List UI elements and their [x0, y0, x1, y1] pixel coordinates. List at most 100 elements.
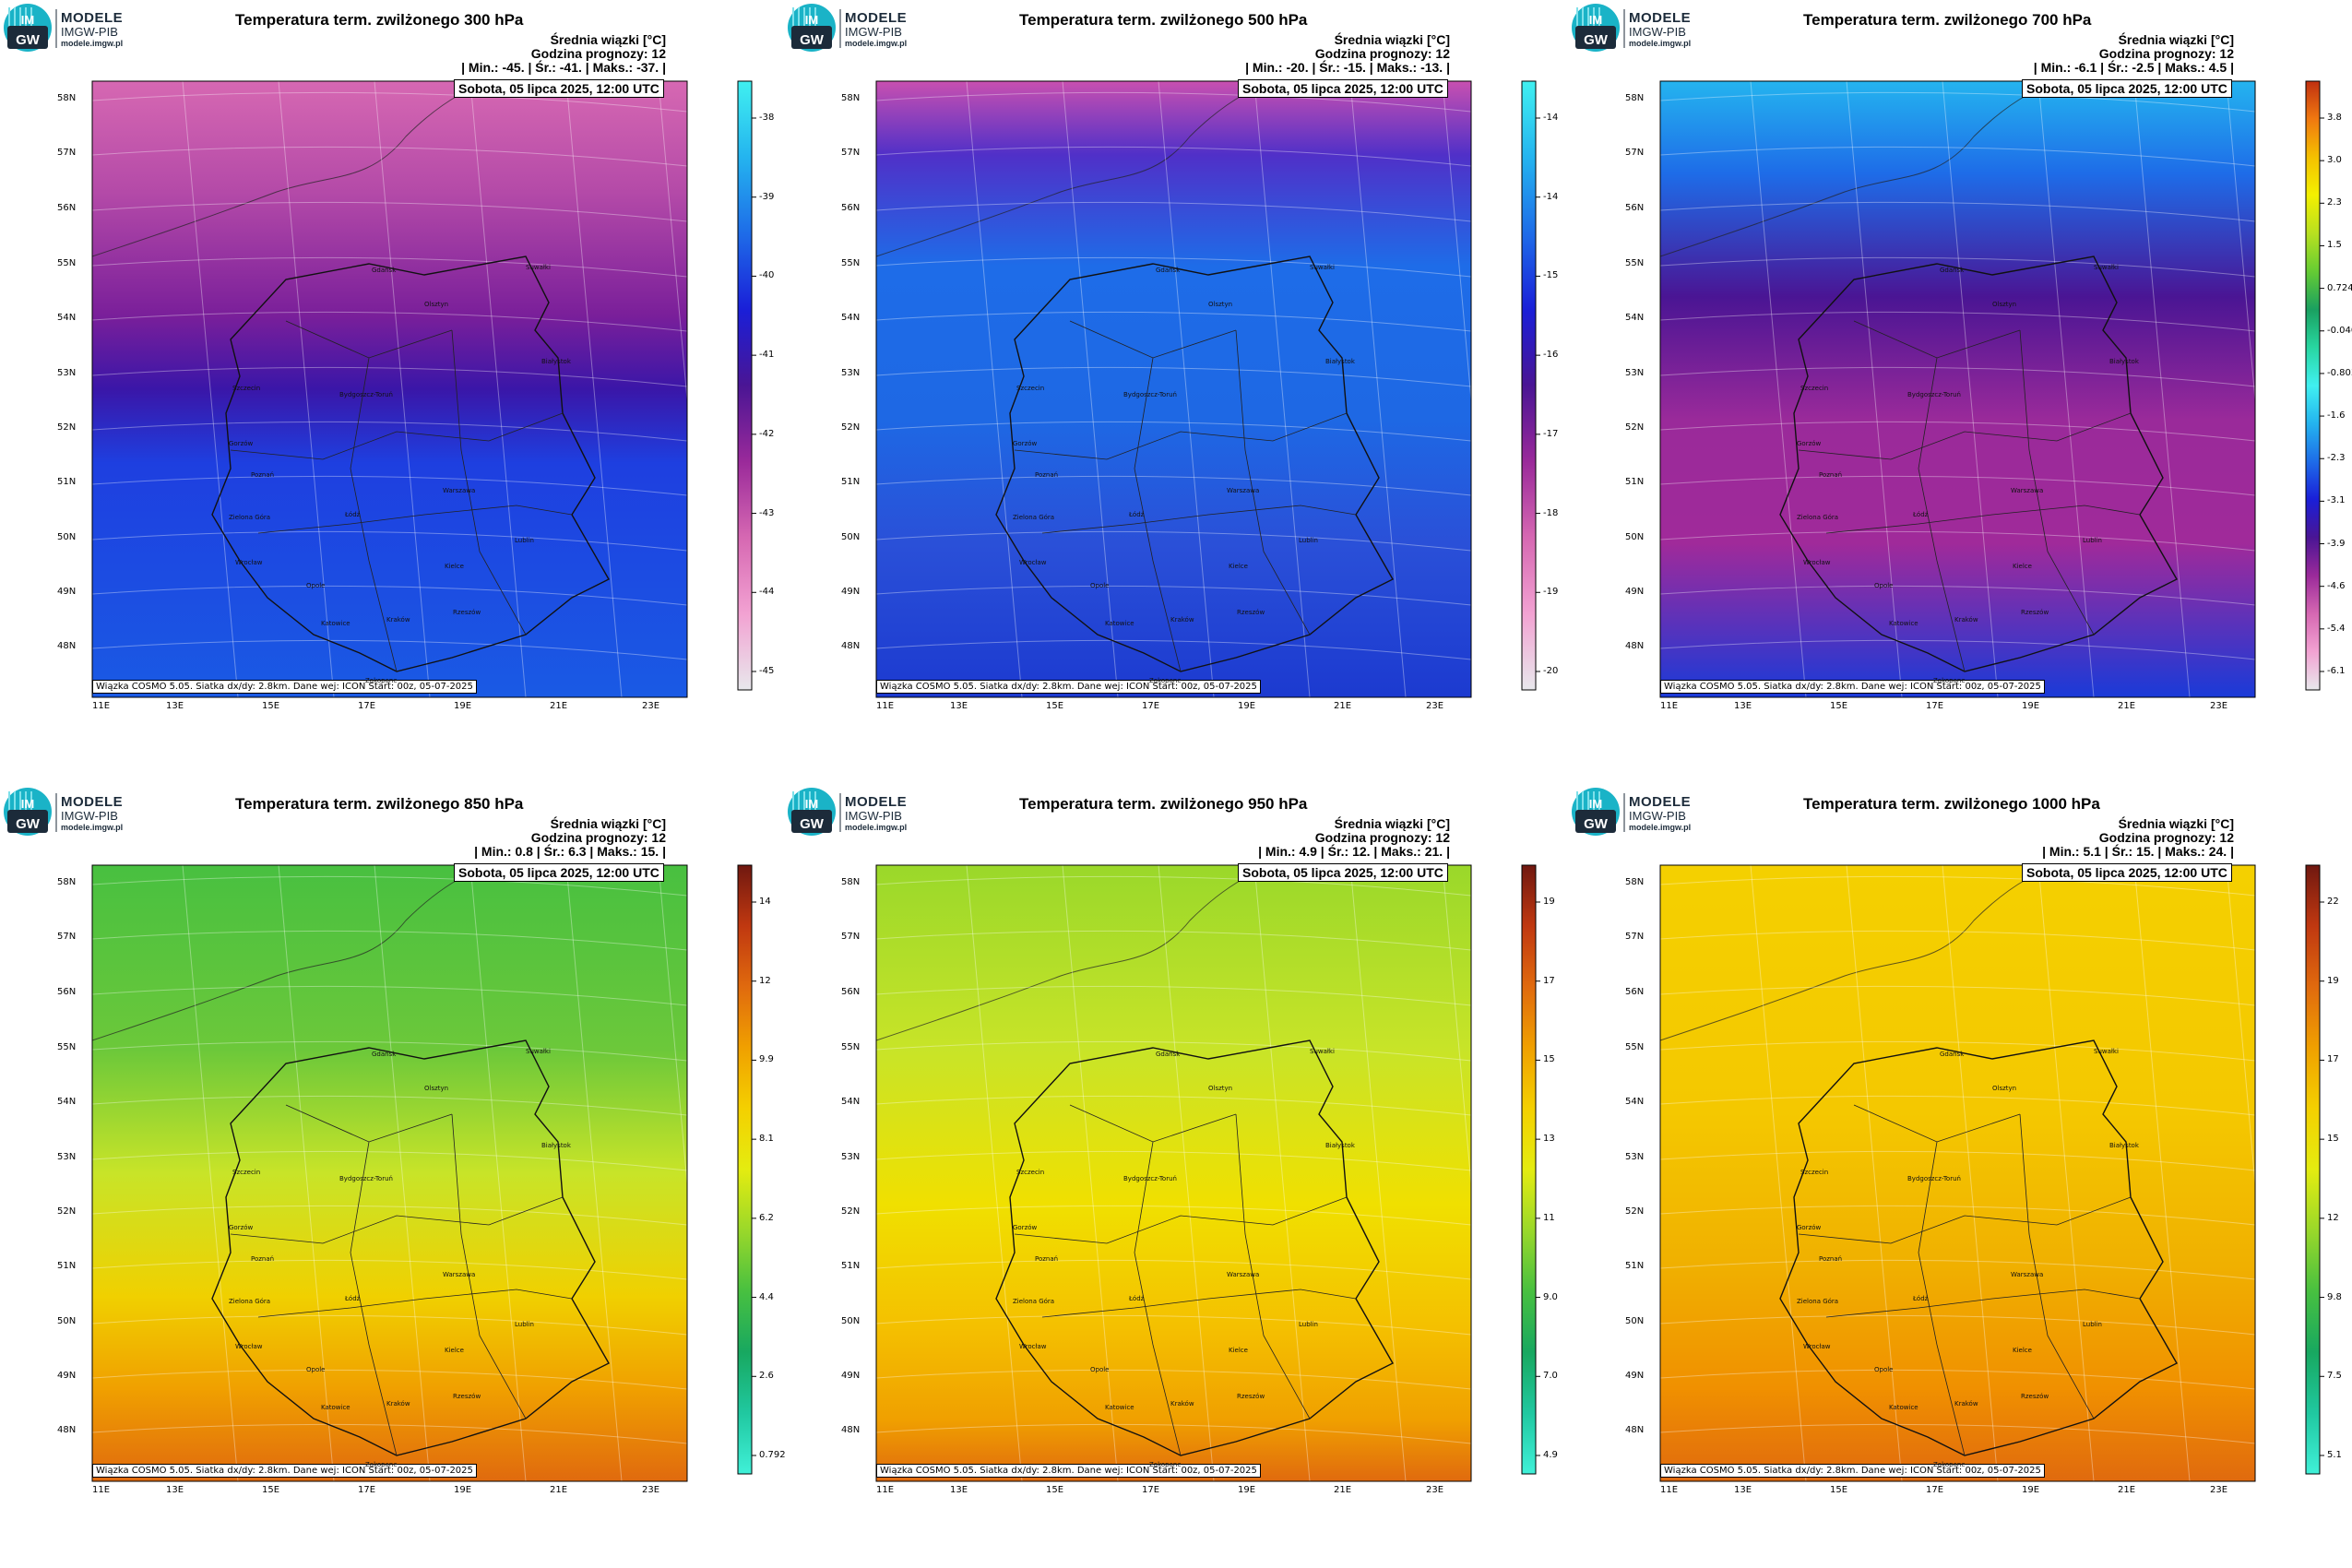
city-label: Rzeszów: [2021, 1393, 2049, 1400]
voivodeship-border: [451, 1113, 527, 1420]
voivodeship-border: [1041, 505, 1357, 534]
city-label: Olsztyn: [424, 1085, 449, 1092]
colorbar: [737, 80, 756, 691]
max-value: 4.5: [2208, 60, 2227, 75]
voivodeship-border: [1918, 1141, 1966, 1456]
colorbar-label: -0.040: [2327, 325, 2352, 336]
city-label: Kraków: [386, 616, 410, 624]
lon-label: 11E: [876, 1485, 895, 1495]
lat-label: 53N: [841, 368, 861, 378]
logo-line2: IMGW-PIB: [845, 25, 902, 39]
colorbar-label: -38: [759, 113, 775, 123]
colorbar-label: -4.6: [2327, 580, 2346, 591]
logo-line1: MODELE: [845, 794, 908, 810]
lon-label: 19E: [1238, 701, 1256, 711]
avg-value: 12.: [1352, 844, 1371, 859]
city-label: Lublin: [1299, 537, 1318, 544]
lat-label: 50N: [1625, 532, 1645, 542]
panel-graphics: IM GW: [1572, 788, 2324, 1482]
lat-label: 58N: [841, 93, 861, 103]
city-label: Opole: [1874, 582, 1894, 589]
city-label: Opole: [1090, 1366, 1110, 1373]
lon-label: 19E: [1238, 1485, 1256, 1495]
svg-text:GW: GW: [800, 32, 825, 48]
colorbar-label: -14: [1543, 113, 1559, 123]
lon-label: 19E: [2022, 1485, 2040, 1495]
colorbar-label: -45: [759, 666, 775, 676]
map-title: Temperatura term. zwilżonego 850 hPa: [235, 795, 524, 813]
city-label: Poznań: [1035, 1255, 1059, 1263]
voivodeship-border: [1235, 329, 1311, 636]
imgw-logo-icon: IM GW: [788, 788, 836, 836]
city-label: Gorzów: [1013, 440, 1038, 447]
stats-title: Średnia wiązki [°C]: [550, 816, 666, 831]
min-label: | Min.:: [2033, 60, 2075, 75]
lon-label: 13E: [950, 701, 968, 711]
city-label: Katowice: [1105, 620, 1134, 627]
lat-label: 55N: [841, 1042, 861, 1052]
forecast-hour: Godzina prognozy: 12: [2098, 46, 2234, 61]
voivodeship-border: [1235, 1113, 1311, 1420]
colorbar-label: 14: [759, 897, 771, 907]
colorbar-label: 15: [2327, 1134, 2339, 1145]
min-avg-max: | Min.: 4.9 | Śr.: 12. | Maks.: 21. |: [1258, 845, 1450, 859]
city-label: Suwałki: [2094, 264, 2119, 271]
logo-line1: MODELE: [61, 794, 124, 810]
logo-line2: IMGW-PIB: [61, 25, 118, 39]
colorbar: [2305, 80, 2324, 691]
city-label: Kielce: [2013, 1347, 2032, 1354]
min-label: | Min.:: [1245, 60, 1287, 75]
colorbar-label: -6.1: [2327, 666, 2346, 676]
city-label: Warszawa: [1227, 487, 1260, 494]
lon-label: 15E: [1046, 701, 1064, 711]
colorbar-label: 4.9: [1543, 1450, 1558, 1460]
city-label: Zielona Góra: [229, 1298, 271, 1305]
lon-label: 17E: [358, 1485, 376, 1495]
city-label: Łódź: [345, 511, 361, 518]
lon-label: 15E: [262, 1485, 280, 1495]
city-label: Gdańsk: [372, 267, 397, 274]
colorbar-label: 7.0: [1543, 1371, 1558, 1382]
logo-text: MODELE IMGW-PIB modele.imgw.pl: [1629, 11, 1691, 48]
forecast-hour: Godzina prognozy: 12: [1314, 830, 1450, 845]
lon-label: 11E: [92, 701, 111, 711]
map-area: [875, 864, 1499, 1482]
colorbar-label: -0.803: [2327, 367, 2352, 378]
lat-label: 53N: [57, 368, 77, 378]
city-label: Łódź: [1913, 1295, 1929, 1302]
lat-label: 56N: [57, 203, 77, 213]
model-footer: Wiązka COSMO 5.05. Siatka dx/dy: 2.8km. …: [1660, 680, 2045, 694]
lat-label: 49N: [1625, 587, 1645, 597]
city-label: Białystok: [2109, 1142, 2139, 1149]
map-title: Temperatura term. zwilżonego 300 hPa: [235, 11, 524, 29]
forecast-hour: Godzina prognozy: 12: [1314, 46, 1450, 61]
city-label: Katowice: [1105, 1404, 1134, 1411]
city-label: Białystok: [1325, 1142, 1355, 1149]
city-label: Kraków: [1170, 1400, 1194, 1408]
lon-label: 23E: [642, 1485, 660, 1495]
panel-graphics: IM GW: [788, 788, 1540, 1482]
voivodeship-border: [350, 357, 398, 672]
avg-value: -2.5: [2132, 60, 2155, 75]
lon-label: 13E: [166, 1485, 184, 1495]
logo-line2: IMGW-PIB: [61, 809, 118, 823]
lat-label: 51N: [841, 477, 861, 487]
city-label: Gorzów: [1013, 1224, 1038, 1231]
coastline: [91, 80, 499, 257]
voivodeship-border: [451, 329, 527, 636]
lat-label: 54N: [1625, 1097, 1645, 1107]
colorbar-label: 12: [2327, 1212, 2339, 1223]
panel-graphics: IM GW: [788, 4, 1540, 698]
city-label: Łódź: [1129, 1295, 1145, 1302]
city-label: Wrocław: [1019, 559, 1047, 566]
model-footer: Wiązka COSMO 5.05. Siatka dx/dy: 2.8km. …: [92, 680, 477, 694]
colorbar-label: -42: [759, 428, 775, 439]
colorbar-label: -44: [759, 587, 775, 598]
date-box: Sobota, 05 lipca 2025, 12:00 UTC: [454, 863, 664, 882]
max-label: | Maks.:: [581, 60, 637, 75]
voivodeship-border: [257, 1289, 573, 1318]
colorbar-label: 3.8: [2327, 113, 2342, 123]
date-box: Sobota, 05 lipca 2025, 12:00 UTC: [454, 79, 664, 98]
svg-text:GW: GW: [16, 32, 41, 48]
lat-label: 58N: [57, 877, 77, 887]
